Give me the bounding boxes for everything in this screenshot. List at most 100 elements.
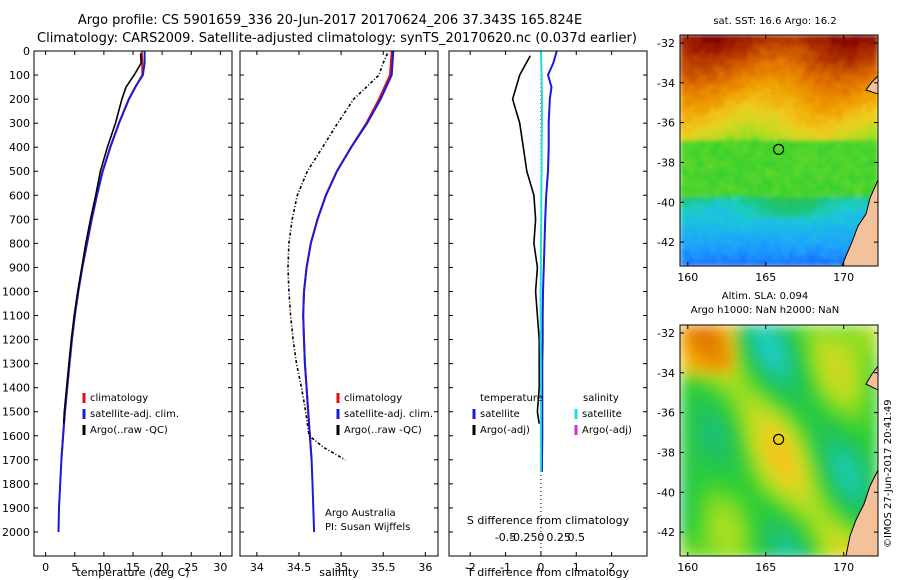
series-line (302, 50, 395, 533)
xtick-top-label: 0.5 (568, 531, 586, 544)
ytick-label: 400 (9, 141, 30, 154)
map-xtick-label: 165 (755, 561, 776, 574)
difference-axes-frame (448, 50, 648, 557)
title-line-2: Climatology: CARS2009. Satellite-adjuste… (37, 31, 637, 46)
difference-xlabel: T difference from climatology (466, 566, 629, 579)
argo-float-marker (772, 143, 785, 155)
ytick-label: 600 (9, 189, 30, 202)
legend-label: climatology (344, 393, 402, 404)
sla-land-coast (845, 469, 878, 556)
xtick-label: 36 (418, 561, 432, 574)
sst-map-image (680, 35, 878, 266)
ytick-label: 800 (9, 237, 30, 250)
ytick-label: 1000 (2, 285, 30, 298)
imos-credit: ©IMOS 27-Jun-2017 20:41:49 (883, 399, 894, 548)
sla-map-title-1: Altim. SLA: 0.094 (722, 291, 808, 302)
series-line (62, 53, 143, 424)
salinity-annotation-1: Argo Australia (325, 508, 396, 519)
xtick-label: -1 (500, 561, 511, 574)
xtick-label: 34 (250, 561, 264, 574)
map-ytick-label: -42 (657, 236, 675, 249)
ytick-label: 100 (9, 69, 30, 82)
map-xtick-label: 170 (833, 561, 854, 574)
map-ytick-label: -32 (657, 327, 675, 340)
map-xtick-label: 160 (677, 271, 698, 284)
ytick-label: 1200 (2, 334, 30, 347)
map-ytick-label: -38 (657, 446, 675, 459)
map-ytick-label: -34 (657, 367, 675, 380)
xtick-label: 30 (213, 561, 227, 574)
sla-map-title-2: Argo h1000: NaN h2000: NaN (691, 305, 839, 316)
ytick-label: 1400 (2, 382, 30, 395)
series-line (539, 50, 543, 472)
series-line (511, 55, 541, 424)
temperature-axes-frame (33, 50, 233, 557)
title-line-1: Argo profile: CS 5901659_336 20-Jun-2017… (78, 13, 582, 28)
xtick-label: 5 (71, 561, 78, 574)
xtick-label: 0 (42, 561, 49, 574)
sst-land-north (865, 75, 878, 95)
map-ytick-label: -42 (657, 526, 675, 539)
legend-title-salinity: salinity (583, 393, 619, 404)
ytick-label: 2000 (2, 526, 30, 539)
xtick-label: 25 (184, 561, 198, 574)
xtick-top-label: 0.25 (546, 531, 571, 544)
xtick-label: 2 (608, 561, 615, 574)
xtick-top-label: -0.5 (495, 531, 516, 544)
ytick-label: 700 (9, 213, 30, 226)
map-ytick-label: -34 (657, 77, 675, 90)
map-xtick-label: 165 (755, 271, 776, 284)
salinity-panel: 34 34.5 35 35.5 36 climatology satellite-adj. … (240, 50, 438, 574)
legend-label: Argo(..raw -QC) (344, 425, 422, 436)
xtick-label: 0 (537, 561, 544, 574)
ytick-label: 1900 (2, 502, 30, 515)
salinity-annotation-2: PI: Susan Wijffels (325, 522, 410, 533)
legend-label: Argo(-adj) (582, 425, 632, 436)
legend-title-temperature: temperature (480, 393, 543, 404)
legend-label: satellite (582, 409, 622, 420)
ytick-label: 500 (9, 165, 30, 178)
xtick-label: 10 (97, 561, 111, 574)
sst-map-frame (679, 34, 879, 267)
legend-label: satellite (480, 409, 520, 420)
argo-float-marker (772, 433, 785, 445)
ytick-label: 1300 (2, 358, 30, 371)
xtick-top-label: -0.25 (509, 531, 537, 544)
xtick-label: 15 (126, 561, 140, 574)
series-line (541, 50, 558, 472)
ytick-label: 1800 (2, 478, 30, 491)
sst-land-coast (841, 179, 878, 266)
map-ytick-label: -40 (657, 196, 675, 209)
ytick-label: 900 (9, 261, 30, 274)
legend-label: Argo(..raw -QC) (90, 425, 168, 436)
map-ytick-label: -36 (657, 117, 675, 130)
sst-map-title: sat. SST: 16.6 Argo: 16.2 (713, 16, 836, 27)
series-line (287, 53, 389, 461)
sla-land-north (865, 365, 878, 391)
salinity-axes-frame (239, 50, 439, 557)
legend-label: Argo(-adj) (480, 425, 530, 436)
xtick-label: 35.5 (371, 561, 396, 574)
map-ytick-label: -36 (657, 407, 675, 420)
series-line (57, 51, 146, 533)
xtick-label: 20 (155, 561, 169, 574)
map-xtick-label: 160 (677, 561, 698, 574)
ytick-label: 0 (23, 45, 30, 58)
xtick-label: 1 (573, 561, 580, 574)
sla-map-frame (679, 324, 879, 557)
sla-map-image (680, 325, 878, 556)
legend-label: climatology (90, 393, 148, 404)
xtick-label: 34.5 (287, 561, 312, 574)
map-ytick-label: -32 (657, 37, 675, 50)
temperature-panel: 0100200300400500600700800900100011001200… (2, 45, 232, 574)
legend-label: satellite-adj. clim. (344, 409, 433, 420)
legend-label: satellite-adj. clim. (90, 409, 179, 420)
ytick-label: 1600 (2, 430, 30, 443)
ytick-label: 1500 (2, 406, 30, 419)
difference-xlabel-top: S difference from climatology (467, 514, 630, 527)
xtick-top-label: 0 (537, 531, 544, 544)
xtick-label: -2 (465, 561, 476, 574)
temperature-xlabel: temperature (deg C) (76, 566, 189, 579)
